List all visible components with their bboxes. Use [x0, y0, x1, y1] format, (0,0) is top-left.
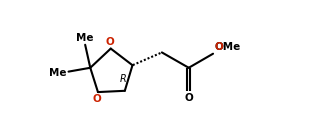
Text: O: O	[105, 37, 114, 47]
Text: O: O	[214, 42, 223, 52]
Text: O: O	[92, 94, 101, 104]
Text: OMe: OMe	[214, 42, 240, 52]
Text: O: O	[184, 93, 193, 103]
Text: R: R	[120, 74, 127, 84]
Text: Me: Me	[77, 34, 94, 43]
Text: Me: Me	[49, 68, 67, 78]
